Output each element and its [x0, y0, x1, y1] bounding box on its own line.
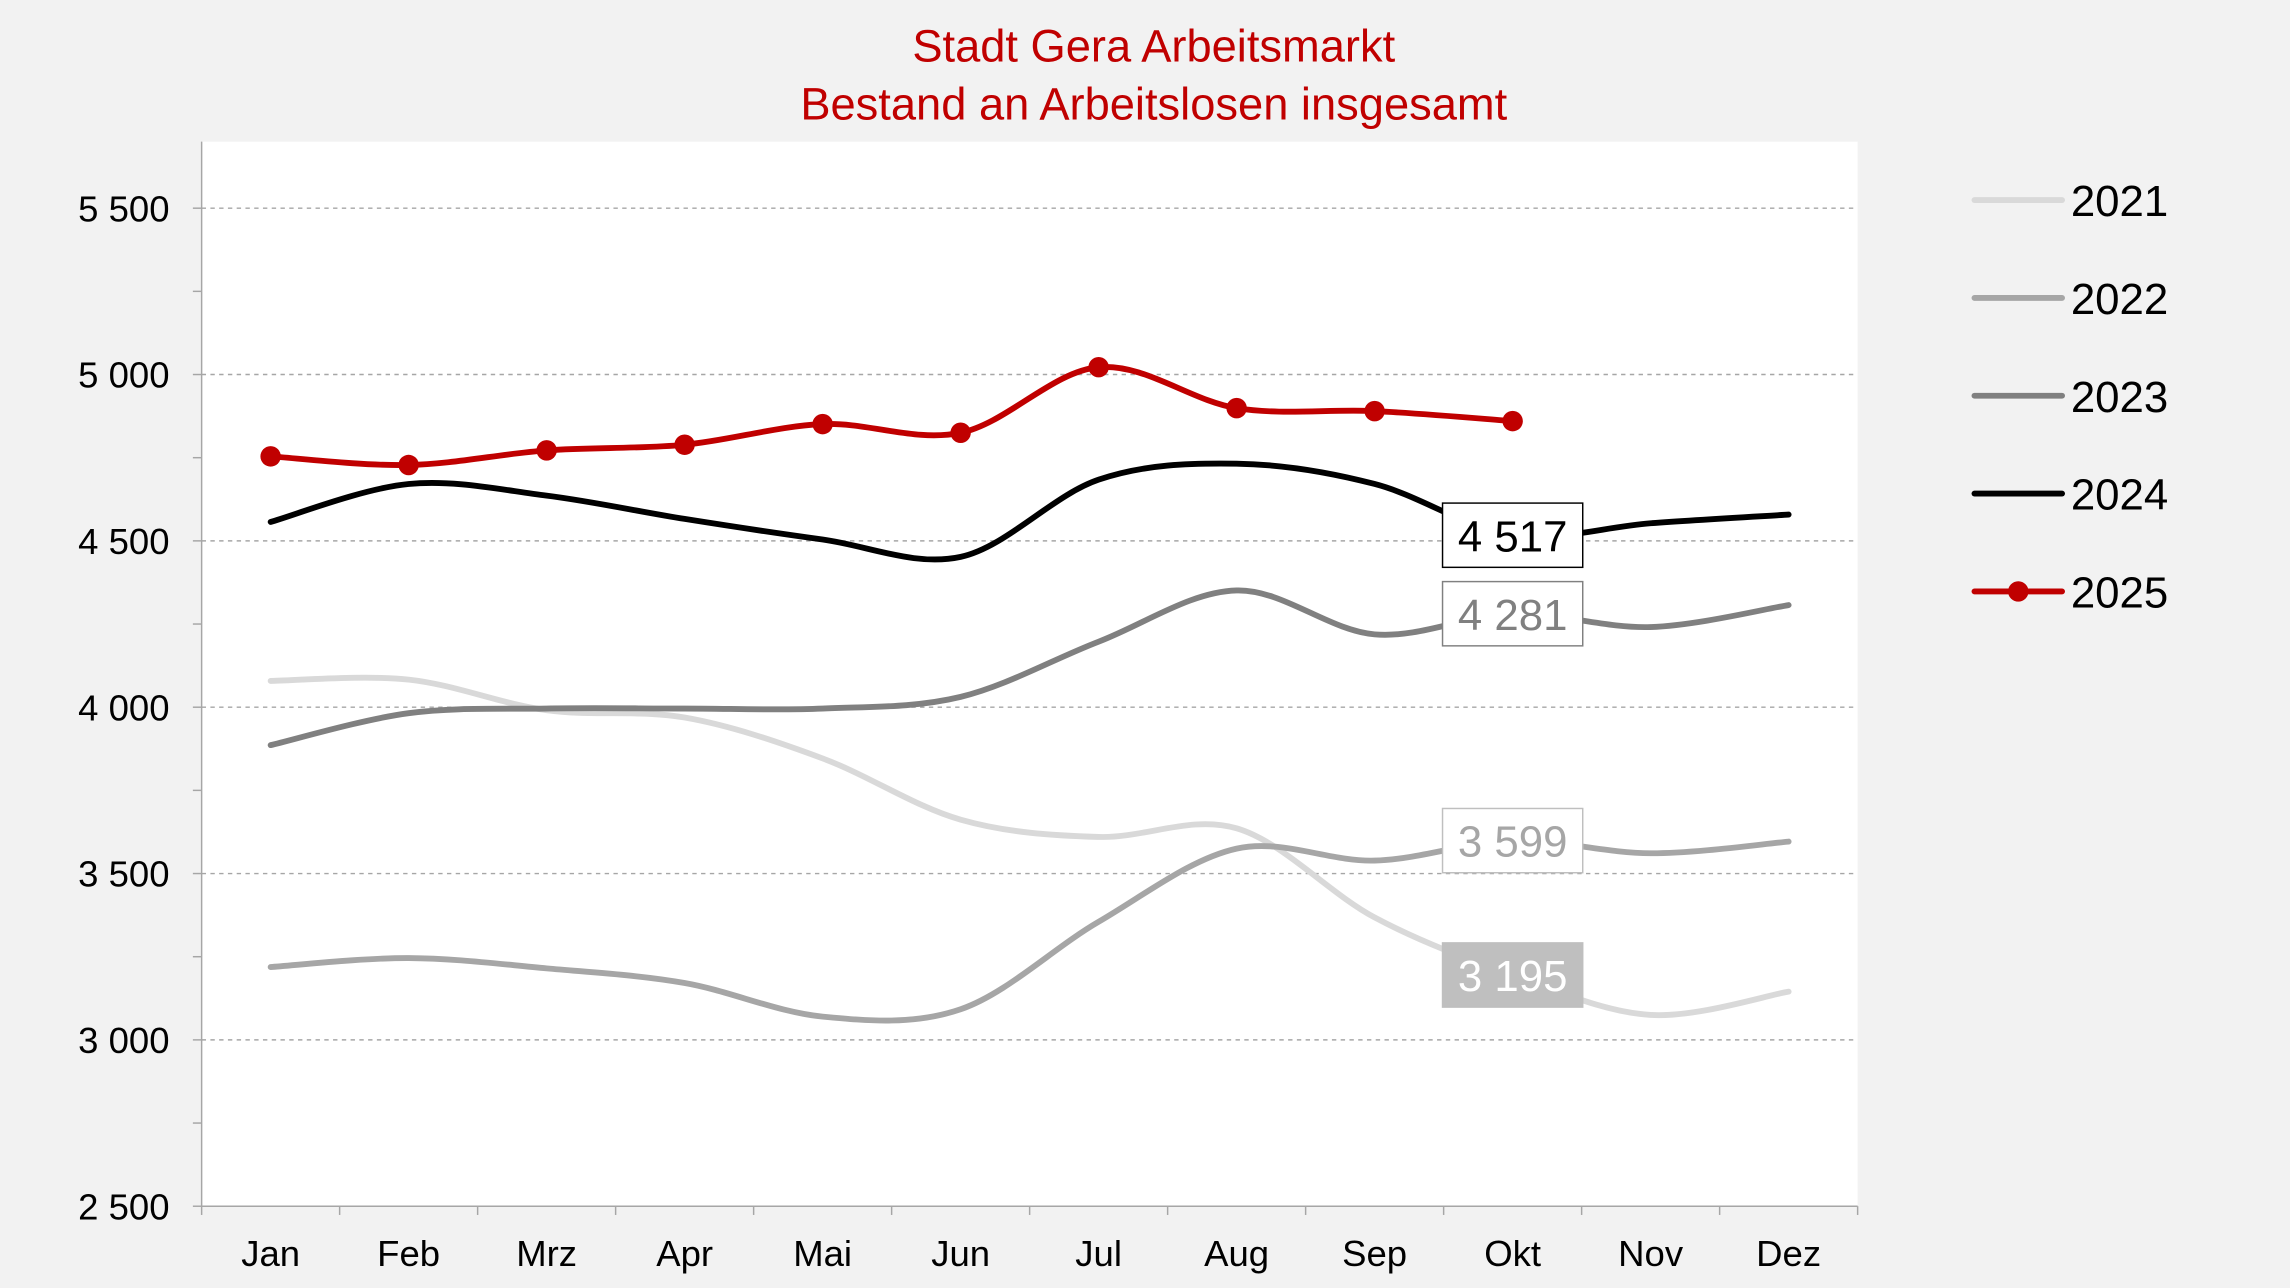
- chart-title-line-2: Bestand an Arbeitslosen insgesamt: [800, 79, 1507, 130]
- x-tick-label: Mrz: [516, 1233, 577, 1274]
- data-point-2025: [1502, 410, 1523, 432]
- data-point-2025: [1226, 397, 1247, 419]
- data-label-2021: 3 195: [1458, 952, 1568, 1001]
- x-tick-label: Aug: [1204, 1233, 1269, 1274]
- data-point-2025: [1088, 356, 1109, 378]
- y-tick-label: 2 500: [78, 1186, 169, 1227]
- legend: 2021 2022 2023 2024 2025: [1971, 177, 2168, 617]
- data-label-box-2023: [1441, 580, 1584, 647]
- x-tick-label: Okt: [1484, 1233, 1541, 1274]
- x-tick-label: Jul: [1075, 1233, 1122, 1274]
- legend-label-2023: 2023: [2071, 373, 2168, 422]
- data-label-2024: 4 517: [1458, 512, 1568, 561]
- legend-label-2025: 2025: [2071, 568, 2168, 617]
- data-label-box-2021: [1441, 942, 1584, 1008]
- x-tick-label: Mai: [793, 1233, 852, 1274]
- data-point-2025: [398, 454, 419, 476]
- data-point-2025: [260, 446, 281, 467]
- data-label-2022: 3 599: [1458, 818, 1568, 867]
- x-tick-label: Dez: [1756, 1233, 1821, 1274]
- x-tick-label: Jan: [241, 1233, 300, 1274]
- x-tick-label: Sep: [1342, 1233, 1407, 1274]
- y-tick-label: 5 500: [78, 188, 169, 229]
- data-point-2025: [1364, 400, 1385, 422]
- data-label-box-2022: [1441, 807, 1584, 874]
- data-point-2025: [812, 413, 833, 435]
- legend-label-2021: 2021: [2071, 177, 2168, 226]
- y-tick-label: 4 000: [78, 687, 169, 728]
- y-tick-label: 3 000: [78, 1020, 169, 1061]
- data-point-2025: [536, 440, 557, 461]
- legend-label-2022: 2022: [2071, 275, 2168, 324]
- y-tick-label: 3 500: [78, 854, 169, 895]
- series-line-2025: [267, 364, 1516, 469]
- data-labels: 4 517 4 281 3 599 3 195: [1441, 502, 1584, 1008]
- chart-title-line-1: Stadt Gera Arbeitsmarkt: [912, 20, 1395, 71]
- data-point-2025: [950, 422, 971, 443]
- y-tick-label: 5 000: [78, 355, 169, 396]
- x-tick-label: Feb: [377, 1233, 440, 1274]
- axes: 2 500 3 000 3 500 4 000 4 500 5 000 5 500 Jan Fe…: [78, 141, 1859, 1274]
- x-tick-label: Jun: [931, 1233, 990, 1274]
- y-tick-label: 4 500: [78, 521, 169, 562]
- legend-marker-2025: [2008, 581, 2029, 602]
- data-label-box-2024: [1441, 502, 1584, 569]
- x-tick-label: Nov: [1618, 1233, 1684, 1274]
- legend-label-2024: 2024: [2071, 471, 2168, 520]
- x-tick-label: Apr: [656, 1233, 713, 1274]
- data-point-2025: [674, 434, 695, 455]
- data-label-2023: 4 281: [1458, 591, 1568, 640]
